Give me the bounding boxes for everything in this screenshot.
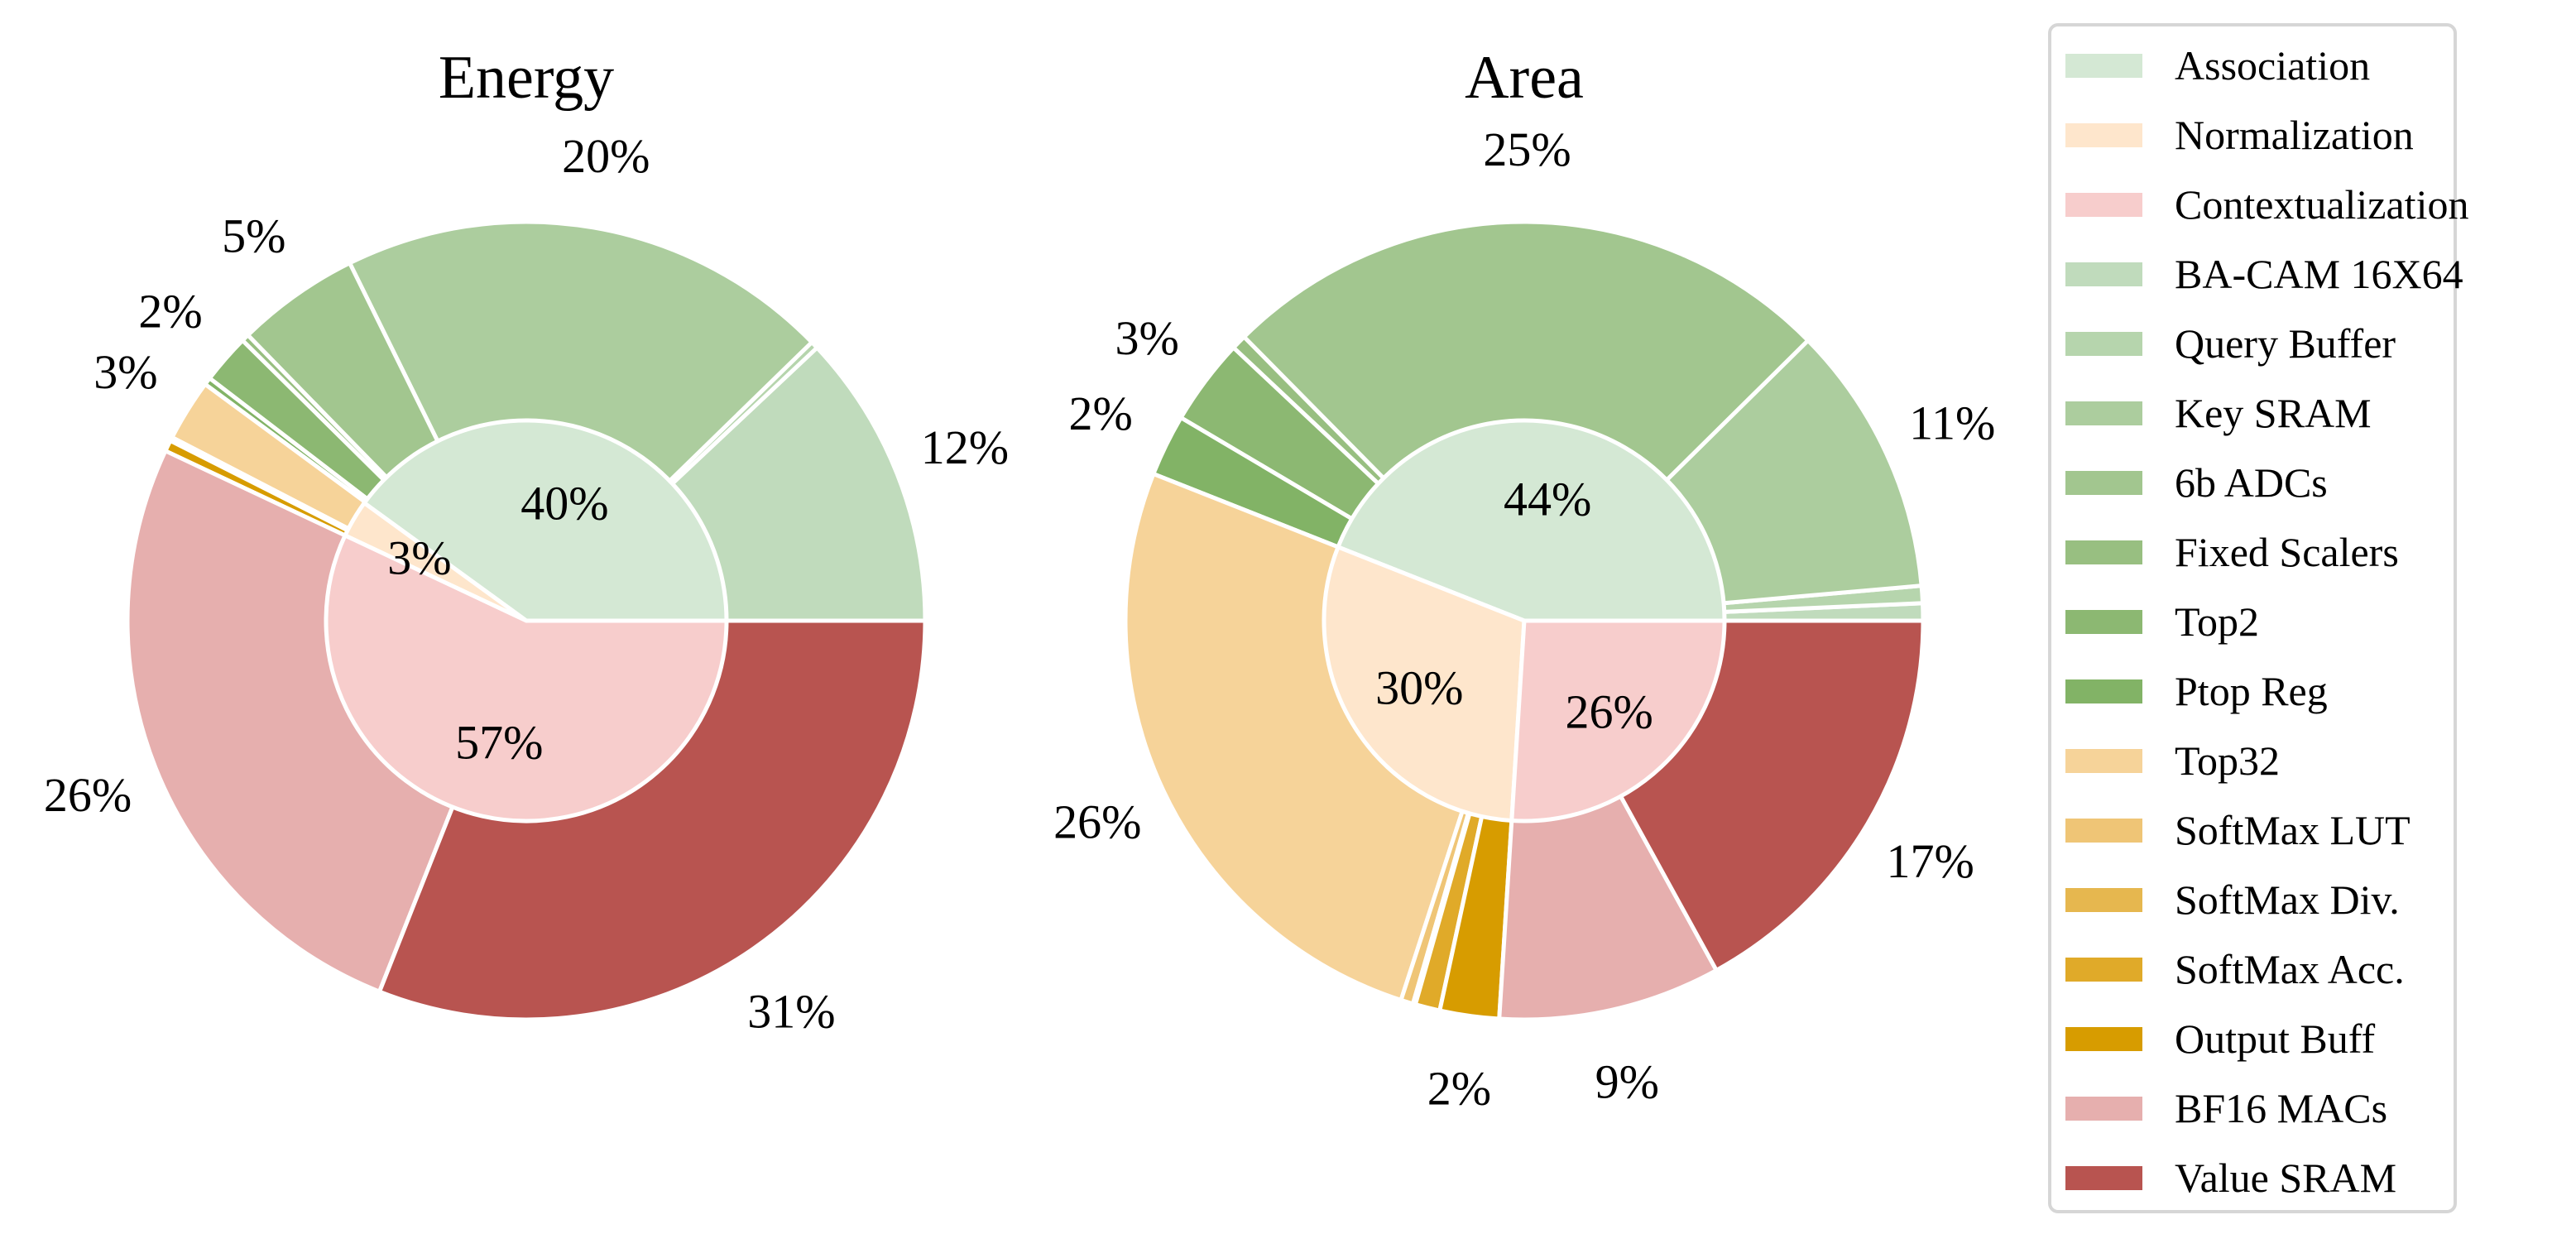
legend-item-association: Association (2051, 41, 2370, 89)
legend-label: Normalization (2175, 112, 2414, 158)
energy-labels: 12% 20% 5% 2% 3% 26% 31% 40% 3% 57% (44, 129, 1009, 1038)
legend-label: Value SRAM (2175, 1155, 2397, 1201)
legend-swatch (2065, 540, 2142, 564)
area-title: Area (1465, 44, 1584, 112)
legend-swatch (2065, 1165, 2142, 1190)
area-outer-label-output-buff: 2% (1427, 1062, 1491, 1116)
energy-donut-chart: Energy 12% 20% 5% 2% 3% 26% 31% 40% 3% 57% (44, 44, 1009, 1038)
legend-swatch (2065, 192, 2142, 217)
legend-swatch (2065, 470, 2142, 495)
legend-swatch (2065, 401, 2142, 425)
area-inner-label-contextualization: 26% (1566, 684, 1653, 738)
legend-swatch (2065, 1026, 2142, 1051)
area-inner-label-association: 44% (1504, 473, 1591, 526)
energy-outer-label-bf16-macs: 26% (44, 768, 132, 822)
legend-swatch (2065, 262, 2142, 286)
area-donut-chart: Area 11% 25% 3% 2% 26% 2% 9% 17% 44% 30% 26% (1053, 44, 1995, 1116)
area-inner-label-normalization: 30% (1375, 660, 1463, 714)
legend-swatch (2065, 1096, 2142, 1121)
energy-outer-label-key-sram: 20% (562, 129, 650, 183)
area-inner-slice-contextualization (1509, 618, 1727, 823)
legend-label: Ptop Reg (2175, 668, 2328, 714)
energy-outer-label-ba-cam-16x64: 12% (921, 420, 1009, 474)
area-outer-label-key-sram: 11% (1909, 396, 1995, 450)
legend-item-ptop-reg: Ptop Reg (2051, 667, 2328, 715)
area-inner-slice-association (1335, 418, 1727, 623)
legend-label: SoftMax Div. (2175, 876, 2400, 923)
legend-label: 6b ADCs (2175, 459, 2328, 506)
energy-outer-label-6b-adcs: 5% (222, 209, 285, 263)
area-outer-label-6b-adcs: 25% (1483, 122, 1571, 176)
legend-item-ba-cam-16x64: BA-CAM 16X64 (2051, 250, 2463, 298)
energy-inner-label-association: 40% (520, 476, 608, 530)
energy-inner-slice-association (361, 418, 729, 623)
legend-swatch (2065, 679, 2142, 703)
legend-item-softmax-div: SoftMax Div. (2051, 876, 2400, 924)
legend-label: Top32 (2175, 737, 2281, 784)
area-inner-ring (1322, 418, 1727, 823)
area-inner-slice-normalization (1322, 544, 1527, 823)
legend-item-query-buffer: Query Buffer (2051, 319, 2396, 367)
legend-label: Fixed Scalers (2175, 529, 2399, 575)
energy-title: Energy (439, 44, 614, 112)
legend-swatch (2065, 957, 2142, 982)
energy-outer-ring (125, 219, 928, 1022)
energy-outer-label-value-sram: 31% (747, 984, 835, 1038)
energy-outer-label-top2: 2% (138, 285, 202, 339)
legend-label: BA-CAM 16X64 (2175, 251, 2463, 297)
area-outer-ring (1123, 219, 1926, 1022)
legend-label: SoftMax LUT (2175, 807, 2411, 853)
legend-swatch (2065, 53, 2142, 78)
area-outer-label-value-sram: 17% (1886, 834, 1974, 888)
legend-swatch (2065, 748, 2142, 773)
legend-label: Key SRAM (2175, 390, 2372, 436)
legend-item-value-sram: Value SRAM (2051, 1154, 2396, 1202)
legend-swatch (2065, 122, 2142, 147)
energy-inner-slice-contextualization (324, 532, 729, 823)
legend-label: SoftMax Acc. (2175, 946, 2405, 992)
legend-swatch (2065, 818, 2142, 843)
legend-label: Top2 (2175, 598, 2260, 645)
legend-item-normalization: Normalization (2051, 111, 2414, 159)
legend-item-top2: Top2 (2051, 598, 2259, 646)
legend-label: BF16 MACs (2175, 1085, 2388, 1131)
legend-label: Contextualization (2175, 181, 2469, 228)
legend-item-top32: Top32 (2051, 737, 2280, 785)
area-labels: 11% 25% 3% 2% 26% 2% 9% 17% 44% 30% 26% (1053, 122, 1995, 1116)
energy-outer-label-top32: 3% (94, 345, 157, 399)
legend-item-softmax-lut: SoftMax LUT (2051, 806, 2411, 854)
legend-item-key-sram: Key SRAM (2051, 389, 2372, 437)
area-outer-label-top2: 3% (1115, 311, 1179, 365)
legend-item-bf16-macs: BF16 MACs (2051, 1084, 2387, 1132)
legend-label: Association (2175, 42, 2371, 89)
legend-label: Output Buff (2175, 1016, 2376, 1062)
area-outer-label-top32: 26% (1053, 795, 1141, 849)
legend-swatch (2065, 331, 2142, 356)
legend-item-6b-adcs: 6b ADCs (2051, 459, 2328, 507)
legend-item-contextualization: Contextualization (2051, 180, 2468, 228)
legend-item-output-buff: Output Buff (2051, 1015, 2375, 1063)
area-outer-label-ptop-reg: 2% (1068, 387, 1132, 440)
legend-swatch (2065, 887, 2142, 912)
energy-inner-label-normalization: 3% (387, 531, 451, 585)
legend-label: Query Buffer (2175, 320, 2396, 367)
legend: Association Normalization Contextualizatio… (2048, 23, 2468, 1213)
area-outer-label-bf16-macs: 9% (1595, 1054, 1659, 1108)
energy-inner-ring (324, 418, 729, 823)
legend-item-softmax-acc: SoftMax Acc. (2051, 945, 2405, 993)
legend-swatch (2065, 609, 2142, 634)
legend-item-fixed-scalers: Fixed Scalers (2051, 528, 2399, 576)
energy-inner-label-contextualization: 57% (455, 715, 543, 769)
